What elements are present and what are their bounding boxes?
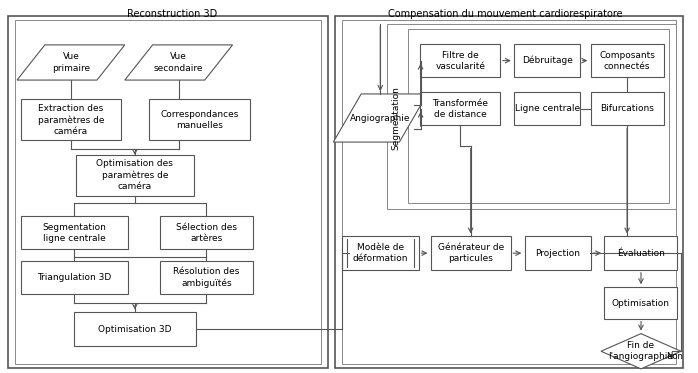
Bar: [387, 23, 676, 209]
Text: Résolution des
ambiguïtés: Résolution des ambiguïtés: [173, 267, 239, 288]
Text: Triangulation 3D: Triangulation 3D: [37, 273, 112, 282]
Text: Composants
connectés: Composants connectés: [599, 51, 655, 70]
Bar: [15, 20, 321, 364]
Text: Sélection des
artères: Sélection des artères: [176, 223, 237, 243]
Text: Angiographie: Angiographie: [350, 113, 410, 122]
Bar: [342, 236, 419, 270]
Text: Bifurcations: Bifurcations: [600, 104, 654, 113]
Text: Vue
primaire: Vue primaire: [52, 53, 90, 72]
Text: Optimisation: Optimisation: [612, 299, 670, 308]
Text: Compensation du mouvement cardiorespiratore: Compensation du mouvement cardiorespirat…: [388, 9, 623, 19]
Bar: [604, 236, 678, 270]
Text: Projection: Projection: [535, 249, 580, 258]
Bar: [335, 16, 683, 368]
Text: Non: Non: [666, 352, 683, 361]
Bar: [604, 287, 678, 319]
Bar: [20, 216, 128, 250]
Bar: [74, 312, 195, 346]
Bar: [160, 216, 253, 250]
Text: Reconstruction 3D: Reconstruction 3D: [126, 9, 217, 19]
Bar: [431, 236, 511, 270]
Bar: [524, 236, 591, 270]
Text: Segmentation: Segmentation: [392, 86, 401, 150]
Bar: [160, 261, 253, 294]
Text: Évaluation: Évaluation: [617, 249, 665, 258]
Text: Extraction des
paramètres de
caméra: Extraction des paramètres de caméra: [38, 104, 104, 136]
Bar: [514, 92, 580, 125]
Text: Modèle de
déformation: Modèle de déformation: [352, 243, 408, 263]
Bar: [20, 261, 128, 294]
Bar: [8, 16, 328, 368]
Bar: [591, 44, 664, 77]
Bar: [76, 155, 194, 196]
Text: Correspondances
manuelles: Correspondances manuelles: [161, 110, 239, 130]
Text: Optimisation des
paramètres de
caméra: Optimisation des paramètres de caméra: [96, 160, 173, 191]
Text: Débruitage: Débruitage: [521, 56, 572, 65]
Text: Filtre de
vascularité: Filtre de vascularité: [436, 51, 485, 70]
Text: Ligne centrale: Ligne centrale: [514, 104, 580, 113]
Polygon shape: [601, 334, 681, 369]
Text: Optimisation 3D: Optimisation 3D: [98, 325, 172, 333]
Bar: [149, 100, 250, 140]
Bar: [591, 92, 664, 125]
Bar: [408, 29, 669, 203]
Bar: [420, 44, 500, 77]
Polygon shape: [125, 45, 232, 80]
Polygon shape: [334, 94, 427, 142]
Bar: [342, 20, 676, 364]
Text: Segmentation
ligne centrale: Segmentation ligne centrale: [43, 223, 106, 243]
Text: Fin de
l'angiographie: Fin de l'angiographie: [609, 341, 674, 361]
Bar: [514, 44, 580, 77]
Bar: [420, 92, 500, 125]
Polygon shape: [17, 45, 125, 80]
Text: Transformée
de distance: Transformée de distance: [432, 99, 488, 119]
Text: Vue
secondaire: Vue secondaire: [154, 53, 203, 72]
Text: Générateur de
particules: Générateur de particules: [438, 243, 504, 263]
Bar: [20, 100, 121, 140]
